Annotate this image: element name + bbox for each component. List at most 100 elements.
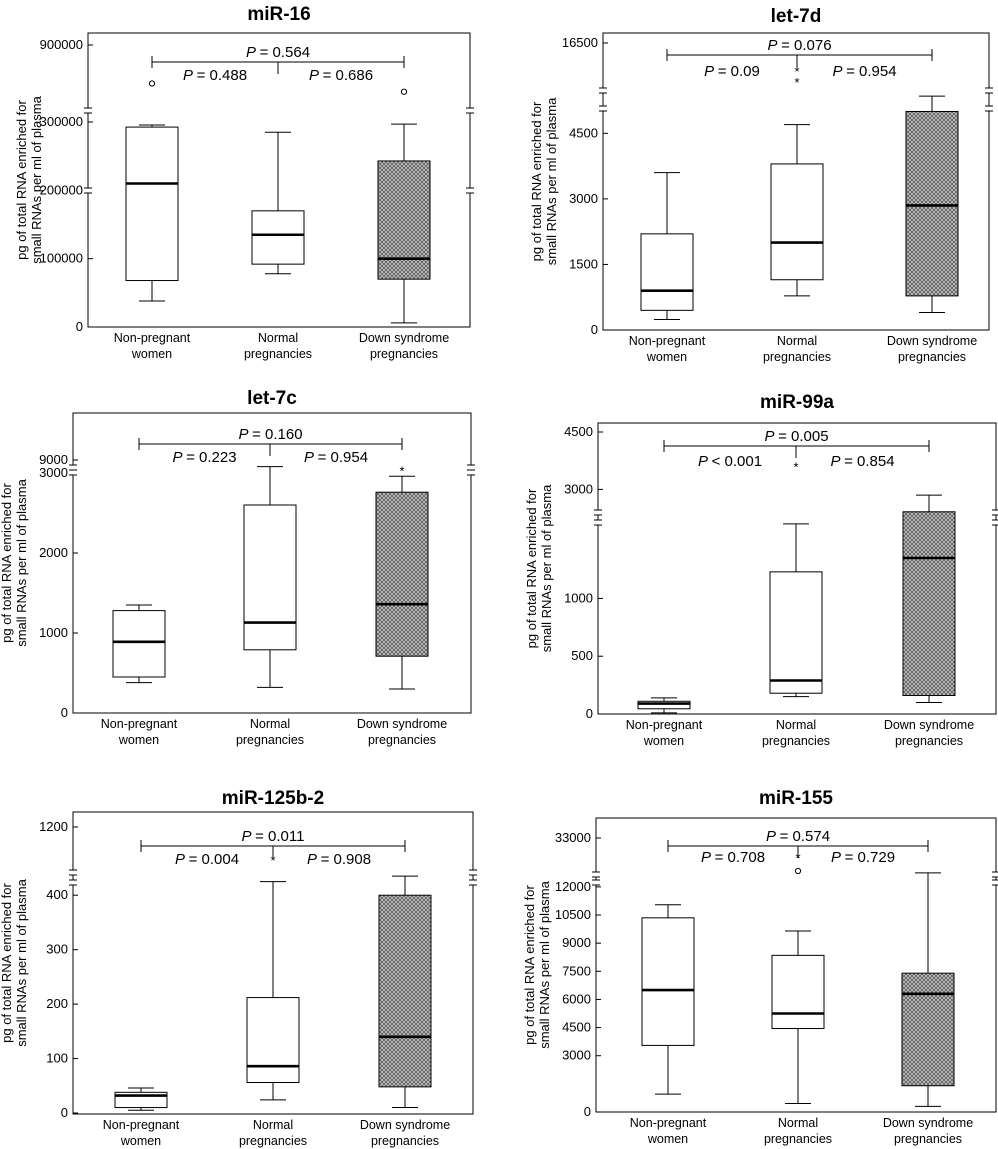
box-group	[251, 131, 305, 275]
x-category-label: Non-pregnant	[629, 334, 706, 348]
box-group	[246, 881, 300, 1101]
p-value-label: P = 0.729	[831, 849, 895, 866]
y-axis-label: pg of total RNA enriched forsmall RNAs p…	[0, 478, 29, 646]
y-tick-label: 4500	[564, 424, 593, 439]
box-group	[637, 697, 691, 714]
p-value: = 0.09	[718, 63, 760, 80]
p-value-label: P = 0.011	[242, 828, 305, 845]
p-value-label: P = 0.076	[767, 37, 831, 54]
outlier-star: *	[270, 853, 275, 868]
plot-frame	[72, 811, 474, 1115]
axis-break-gap	[468, 880, 478, 885]
y-axis-label-line: small RNAs per ml of plasma	[14, 478, 29, 646]
p-value-label: P = 0.005	[764, 428, 828, 445]
p-value: = 0.574	[780, 828, 830, 845]
x-category-label: women	[647, 1132, 688, 1146]
p-value: = 0.223	[186, 449, 236, 466]
x-category-label: Down syndrome	[884, 718, 974, 732]
p-value: = 0.011	[255, 828, 304, 845]
box-iqr	[902, 511, 956, 697]
plot-frame	[87, 32, 471, 328]
p-value: < 0.001	[712, 453, 762, 470]
p-symbol: P	[766, 828, 780, 845]
y-tick-label: 1500	[569, 256, 598, 271]
y-axis-label-line: pg of total RNA enriched for	[0, 882, 14, 1042]
box-iqr	[771, 954, 825, 1030]
x-category-label: pregnancies	[370, 347, 438, 361]
x-category-label: Down syndrome	[887, 334, 977, 348]
p-value: = 0.004	[189, 851, 239, 868]
box-group	[112, 604, 166, 684]
y-axis-label: pg of total RNA enriched forsmall RNAs p…	[522, 880, 552, 1048]
p-value-label: P = 0.488	[183, 67, 247, 84]
x-category-label: Normal	[253, 1118, 293, 1132]
box-group	[771, 930, 825, 1105]
y-tick-label: 9000	[39, 452, 68, 467]
chart-title: miR-99a	[760, 392, 834, 413]
y-axis-label: pg of total RNA enriched forsmall RNAs p…	[529, 97, 559, 265]
x-category-label: Non-pregnant	[101, 717, 178, 731]
y-tick-label: 3000	[39, 465, 68, 480]
y-axis-label-line: small RNAs per ml of plasma	[29, 95, 44, 263]
axis-break-gap	[991, 872, 998, 877]
p-value: = 0.564	[260, 44, 310, 61]
p-value: = 0.488	[197, 67, 247, 84]
x-category-label: Down syndrome	[360, 1118, 450, 1132]
x-category-label: Non-pregnant	[626, 718, 703, 732]
p-symbol: P	[304, 449, 318, 466]
box-iqr	[375, 491, 429, 657]
y-tick-label: 3000	[569, 191, 598, 206]
box-iqr	[112, 610, 166, 678]
y-tick-label: 0	[584, 1104, 591, 1119]
box-iqr	[378, 894, 432, 1088]
y-tick-label: 500	[571, 648, 593, 663]
p-value-label: P = 0.160	[238, 426, 302, 443]
chart-title: let-7c	[247, 388, 297, 409]
y-tick-label: 300000	[40, 114, 83, 129]
x-category-label: pregnancies	[244, 347, 312, 361]
box-group	[770, 124, 824, 297]
y-tick-label: 6000	[562, 991, 591, 1006]
box-iqr	[243, 504, 297, 651]
p-value: = 0.954	[318, 449, 368, 466]
y-axis-label-line: pg of total RNA enriched for	[14, 99, 29, 259]
y-axis-label: pg of total RNA enriched forsmall RNAs p…	[14, 95, 44, 263]
p-symbol: P	[183, 67, 197, 84]
axis-break-gap	[598, 106, 608, 111]
x-category-label: pregnancies	[764, 1132, 832, 1146]
plot-frame	[72, 412, 472, 714]
p-value-label: P = 0.223	[172, 449, 236, 466]
box-group	[769, 523, 823, 698]
p-value-label: P < 0.001	[698, 453, 762, 470]
p-symbol: P	[242, 828, 256, 845]
y-tick-label: 3000	[564, 481, 593, 496]
axis-break-gap	[598, 88, 608, 93]
x-category-label: women	[120, 1134, 161, 1148]
p-value: = 0.954	[846, 63, 896, 80]
box-iqr	[905, 110, 959, 297]
x-category-label: pregnancies	[763, 350, 831, 364]
box-group	[902, 494, 956, 703]
y-tick-label: 100	[46, 1051, 68, 1066]
outlier-star: *	[399, 464, 404, 479]
y-tick-label: 4500	[569, 125, 598, 140]
y-tick-label: 1200	[39, 819, 68, 834]
p-value-label: P = 0.004	[175, 851, 239, 868]
axis-break-gap	[468, 870, 478, 875]
x-category-label: pregnancies	[371, 1134, 439, 1148]
axis-break-gap	[83, 108, 93, 113]
box-group	[377, 123, 431, 324]
p-symbol: P	[246, 44, 260, 61]
p-value-label: P = 0.708	[701, 849, 765, 866]
p-value: = 0.160	[252, 426, 302, 443]
box-group	[901, 872, 955, 1107]
axis-break-gap	[466, 465, 476, 470]
box-iqr	[125, 126, 179, 282]
p-value-label: P = 0.908	[307, 851, 371, 868]
y-tick-label: 16500	[562, 35, 598, 50]
axis-break-gap	[68, 470, 78, 475]
p-value: = 0.854	[844, 453, 894, 470]
p-value: = 0.076	[781, 37, 831, 54]
y-tick-label: 0	[76, 319, 83, 334]
x-category-label: women	[646, 350, 687, 364]
